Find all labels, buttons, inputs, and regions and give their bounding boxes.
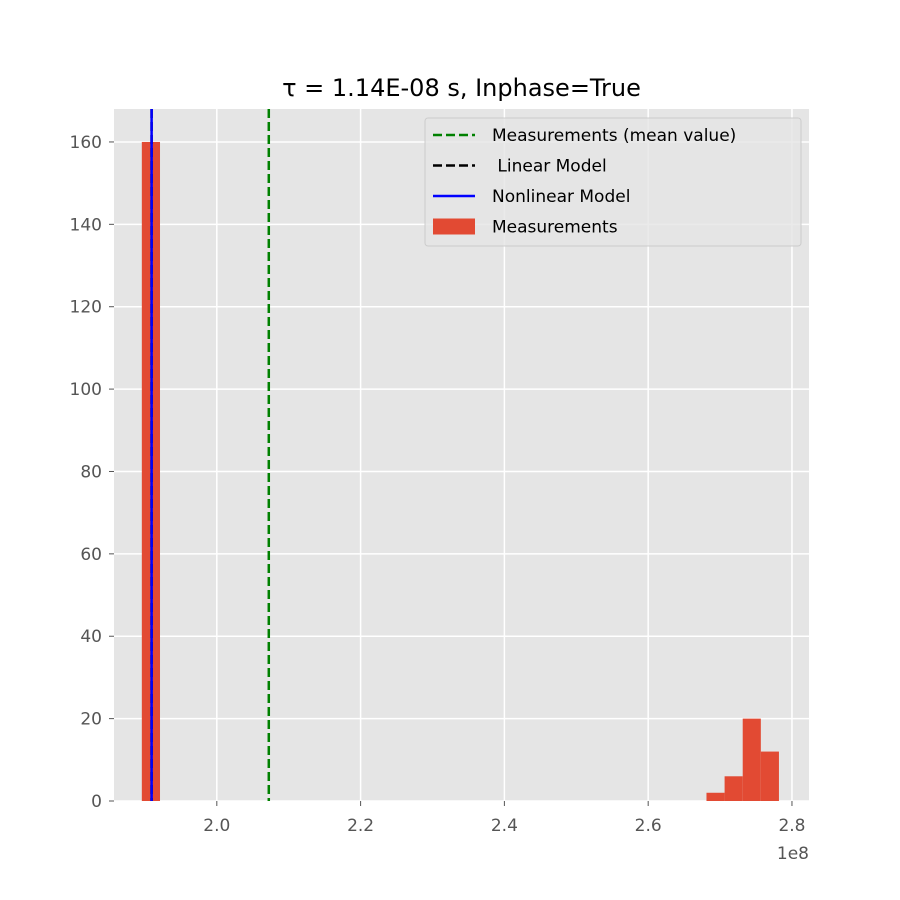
legend-label: Nonlinear Model bbox=[492, 187, 630, 207]
y-tick-label: 60 bbox=[80, 545, 102, 565]
y-axis-ticks: 0 20 40 60 80 100 120 140 160 bbox=[70, 133, 114, 812]
x-tick-label: 2.8 bbox=[778, 816, 805, 836]
y-tick-label: 80 bbox=[80, 462, 102, 482]
y-tick-label: 20 bbox=[80, 710, 102, 730]
histogram-bar bbox=[742, 718, 761, 801]
histogram-bar bbox=[760, 751, 779, 801]
legend-box bbox=[424, 117, 802, 247]
x-axis-offset-label: 1e8 bbox=[777, 844, 809, 864]
chart-title: τ = 1.14E-08 s, Inphase=True bbox=[282, 74, 641, 102]
legend: Measurements (mean value) Linear Model No… bbox=[424, 117, 802, 247]
y-tick-label: 40 bbox=[80, 627, 102, 647]
x-tick-label: 2.0 bbox=[203, 816, 230, 836]
legend-label: Measurements (mean value) bbox=[492, 126, 736, 146]
y-tick-label: 0 bbox=[91, 792, 102, 812]
vertical-lines bbox=[150, 109, 271, 801]
legend-label: Linear Model bbox=[492, 157, 607, 177]
legend-patch bbox=[433, 218, 475, 235]
y-tick-label: 140 bbox=[70, 215, 102, 235]
legend-label: Measurements bbox=[492, 218, 618, 238]
x-tick-label: 2.4 bbox=[491, 816, 518, 836]
x-axis-ticks: 2.0 2.2 2.4 2.6 2.8 bbox=[203, 801, 805, 836]
y-tick-label: 160 bbox=[70, 133, 102, 153]
y-tick-label: 100 bbox=[70, 380, 102, 400]
histogram-bar bbox=[724, 776, 743, 801]
x-tick-label: 2.6 bbox=[635, 816, 662, 836]
y-tick-label: 120 bbox=[70, 298, 102, 318]
histogram-bar bbox=[706, 792, 725, 801]
x-tick-label: 2.2 bbox=[347, 816, 374, 836]
